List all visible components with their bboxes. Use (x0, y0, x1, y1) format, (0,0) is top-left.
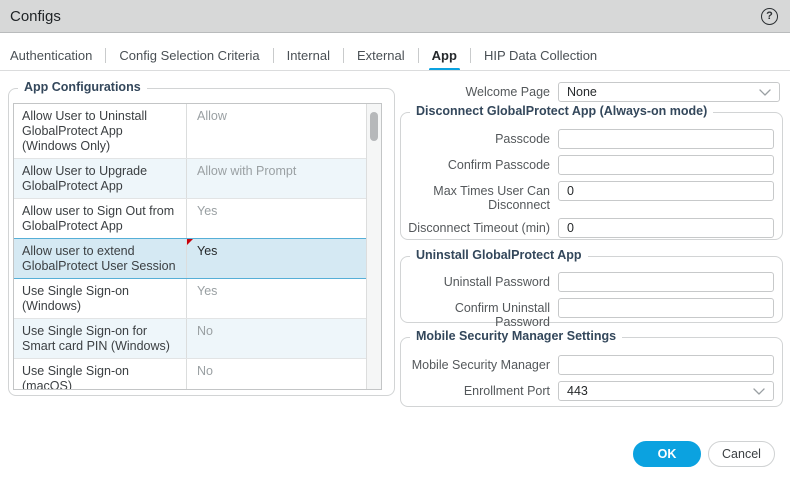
setting-name: Allow User to Upgrade GlobalProtect App (14, 159, 187, 198)
tab-config-selection-criteria[interactable]: Config Selection Criteria (119, 48, 260, 63)
mobile-security-manager-row: Mobile Security Manager (401, 355, 782, 375)
ok-button[interactable]: OK (633, 441, 701, 467)
setting-value[interactable]: Yes (197, 284, 218, 298)
app-config-table: Allow User to Uninstall GlobalProtect Ap… (13, 103, 382, 390)
tab-separator (105, 48, 107, 63)
table-row-selected[interactable]: Allow user to extend GlobalProtect User … (14, 238, 366, 279)
group-legend: Uninstall GlobalProtect App (410, 248, 588, 262)
table-rows: Allow User to Uninstall GlobalProtect Ap… (14, 104, 366, 389)
mobile-security-group: Mobile Security Manager Settings Mobile … (400, 329, 783, 407)
confirm-passcode-label: Confirm Passcode (447, 158, 550, 172)
welcome-page-row: Welcome Page None (400, 82, 786, 102)
app-configurations-group: App Configurations Allow User to Uninsta… (8, 80, 395, 396)
uninstall-password-input[interactable] (558, 272, 774, 292)
tab-external[interactable]: External (356, 48, 405, 63)
help-icon[interactable]: ? (761, 7, 778, 25)
welcome-page-value: None (567, 85, 597, 99)
page-title: Configs (10, 7, 61, 25)
tab-separator (469, 48, 471, 63)
setting-name: Use Single Sign-on for Smart card PIN (W… (14, 319, 187, 358)
tab-hip-data-collection[interactable]: HIP Data Collection (483, 48, 598, 63)
tab-separator (342, 48, 344, 63)
disconnect-timeout-input[interactable] (558, 218, 774, 238)
passcode-row: Passcode (401, 129, 782, 149)
table-row[interactable]: Use Single Sign-on for Smart card PIN (W… (14, 319, 366, 359)
table-row[interactable]: Use Single Sign-on (Windows) Yes (14, 279, 366, 319)
group-legend: Mobile Security Manager Settings (410, 329, 623, 343)
group-legend: App Configurations (18, 80, 147, 94)
table-row[interactable]: Allow User to Upgrade GlobalProtect App … (14, 159, 366, 199)
passcode-input[interactable] (558, 129, 774, 149)
setting-value-modified[interactable]: Yes (187, 239, 366, 278)
confirm-passcode-input[interactable] (558, 155, 774, 175)
group-legend: Disconnect GlobalProtect App (Always-on … (410, 104, 714, 118)
setting-value[interactable]: No (197, 324, 213, 338)
tab-authentication[interactable]: Authentication (10, 48, 93, 63)
enrollment-port-label: Enrollment Port (463, 384, 550, 398)
welcome-page-select[interactable]: None (558, 82, 780, 102)
enrollment-port-row: Enrollment Port 443 (401, 381, 782, 401)
tab-internal[interactable]: Internal (286, 48, 330, 63)
dialog-titlebar: Configs ? (0, 0, 790, 33)
passcode-label: Passcode (495, 132, 550, 146)
mobile-security-manager-label: Mobile Security Manager (411, 358, 550, 372)
enrollment-port-value: 443 (567, 384, 588, 398)
disconnect-timeout-label: Disconnect Timeout (min) (408, 221, 550, 235)
setting-value[interactable]: No (197, 364, 213, 378)
setting-name: Allow user to Sign Out from GlobalProtec… (14, 199, 187, 238)
welcome-page-label: Welcome Page (465, 85, 550, 99)
table-row[interactable]: Use Single Sign-on (macOS) No (14, 359, 366, 389)
max-times-disconnect-input[interactable] (558, 181, 774, 201)
setting-value[interactable]: Allow (197, 109, 227, 123)
confirm-uninstall-password-label: Confirm Uninstall Password (454, 301, 550, 329)
tab-separator (417, 48, 419, 63)
max-times-disconnect-label: Max Times User Can Disconnect (433, 184, 550, 212)
setting-name: Allow user to extend GlobalProtect User … (14, 239, 187, 278)
setting-name: Use Single Sign-on (Windows) (14, 279, 187, 318)
table-scrollbar[interactable] (366, 104, 381, 389)
cancel-button[interactable]: Cancel (708, 441, 775, 467)
setting-name: Use Single Sign-on (macOS) (14, 359, 187, 389)
setting-name: Allow User to Uninstall GlobalProtect Ap… (14, 104, 187, 158)
uninstall-password-row: Uninstall Password (401, 272, 782, 292)
max-times-disconnect-row: Max Times User Can Disconnect (401, 181, 782, 212)
confirm-uninstall-password-input[interactable] (558, 298, 774, 318)
uninstall-password-label: Uninstall Password (443, 275, 550, 289)
disconnect-group: Disconnect GlobalProtect App (Always-on … (400, 104, 783, 240)
confirm-passcode-row: Confirm Passcode (401, 155, 782, 175)
mobile-security-manager-input[interactable] (558, 355, 774, 375)
confirm-uninstall-password-row: Confirm Uninstall Password (401, 298, 782, 329)
setting-value[interactable]: Allow with Prompt (197, 164, 297, 178)
chevron-down-icon (759, 88, 771, 96)
table-row[interactable]: Allow user to Sign Out from GlobalProtec… (14, 199, 366, 239)
chevron-down-icon (753, 387, 765, 395)
tab-bar: Authentication Config Selection Criteria… (10, 44, 790, 71)
table-row[interactable]: Allow User to Uninstall GlobalProtect Ap… (14, 104, 366, 159)
uninstall-group: Uninstall GlobalProtect App Uninstall Pa… (400, 248, 783, 329)
enrollment-port-select[interactable]: 443 (558, 381, 774, 401)
setting-value[interactable]: Yes (197, 204, 218, 218)
scrollbar-thumb[interactable] (370, 112, 378, 141)
tabbar-divider (0, 70, 790, 71)
tab-app[interactable]: App (428, 45, 461, 71)
disconnect-timeout-row: Disconnect Timeout (min) (401, 218, 782, 238)
tab-separator (272, 48, 274, 63)
